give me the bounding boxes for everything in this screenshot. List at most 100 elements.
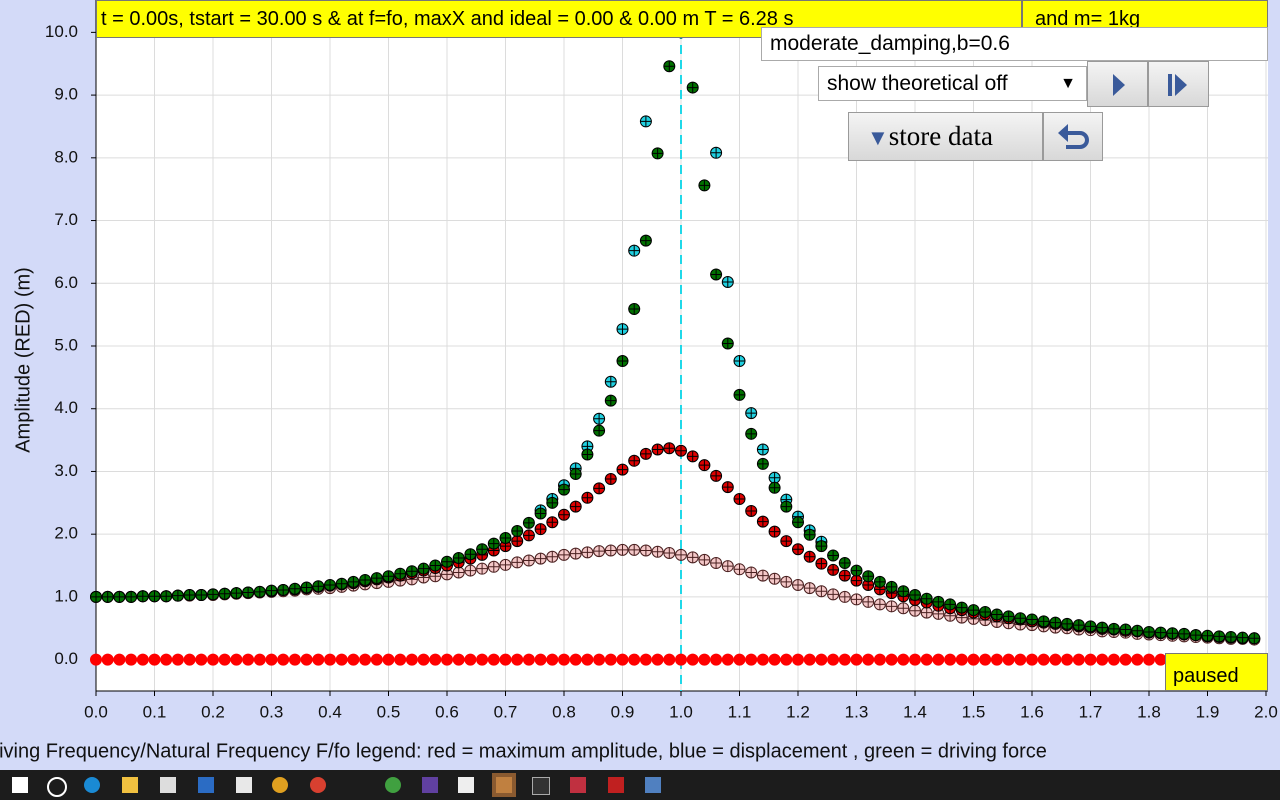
app-icon[interactable] xyxy=(272,777,288,793)
marker xyxy=(417,653,430,666)
data-point xyxy=(733,653,746,666)
data-point xyxy=(604,472,617,485)
marker-cross xyxy=(230,587,242,599)
data-point xyxy=(628,244,641,257)
data-point xyxy=(113,653,126,666)
data-point xyxy=(745,566,758,579)
marker-cross xyxy=(219,588,231,600)
app-icon[interactable] xyxy=(492,773,516,797)
marker-cross xyxy=(804,529,816,541)
marker-cross xyxy=(745,407,757,419)
data-point xyxy=(803,528,816,541)
app-icon[interactable] xyxy=(84,777,100,793)
app-icon[interactable] xyxy=(385,777,401,793)
x-tick-label: 0.3 xyxy=(260,702,284,721)
marker-cross xyxy=(617,464,628,476)
marker-cross xyxy=(570,501,582,513)
marker-cross xyxy=(839,570,851,582)
app-icon[interactable] xyxy=(422,777,438,793)
marker-cross xyxy=(698,554,710,566)
data-point xyxy=(862,595,875,608)
data-point xyxy=(780,500,793,513)
app-icon[interactable] xyxy=(198,777,214,793)
step-button[interactable] xyxy=(1148,61,1209,107)
marker-cross xyxy=(605,544,617,556)
marker-cross xyxy=(698,459,710,471)
start-icon[interactable] xyxy=(12,777,28,793)
marker-cross xyxy=(815,558,827,570)
undo-button[interactable] xyxy=(1043,112,1103,161)
marker-cross xyxy=(476,563,488,575)
app-icon[interactable] xyxy=(236,777,252,793)
app-icon[interactable] xyxy=(532,777,550,795)
data-point xyxy=(546,496,559,509)
marker xyxy=(487,653,500,666)
data-point xyxy=(476,653,489,666)
undo-icon xyxy=(1058,124,1089,149)
marker-cross xyxy=(851,565,862,577)
app-icon[interactable] xyxy=(645,777,661,793)
x-tick-label: 0.6 xyxy=(435,702,459,721)
marker-cross xyxy=(523,529,535,541)
data-point xyxy=(242,586,255,599)
parameter-field[interactable]: moderate_damping,b=0.6 xyxy=(761,27,1268,61)
data-point xyxy=(253,585,266,598)
data-point xyxy=(511,525,524,538)
data-point xyxy=(171,653,184,666)
data-point xyxy=(651,545,664,558)
data-point xyxy=(920,653,933,666)
data-point xyxy=(979,653,992,666)
data-point xyxy=(183,589,196,602)
marker xyxy=(745,653,758,666)
data-point xyxy=(1084,653,1097,666)
app-icon[interactable] xyxy=(458,777,474,793)
marker xyxy=(920,653,933,666)
data-point xyxy=(218,587,231,600)
marker-cross xyxy=(675,549,687,561)
marker xyxy=(897,653,910,666)
data-point xyxy=(1131,624,1144,637)
data-point xyxy=(464,564,477,577)
marker-cross xyxy=(581,546,593,558)
marker-cross xyxy=(453,566,465,578)
data-point xyxy=(277,584,290,597)
marker-cross xyxy=(757,516,769,528)
data-point xyxy=(593,424,606,437)
data-point xyxy=(195,589,208,602)
app-icon[interactable] xyxy=(160,777,176,793)
marker-cross xyxy=(722,276,734,288)
marker xyxy=(160,653,173,666)
taskbar xyxy=(0,770,1280,800)
data-point xyxy=(803,653,816,666)
marker xyxy=(604,653,617,666)
play-button[interactable] xyxy=(1087,61,1148,107)
store-data-button[interactable]: ▼store data xyxy=(848,112,1043,161)
marker-cross xyxy=(827,550,839,562)
app-icon[interactable] xyxy=(122,777,138,793)
data-point xyxy=(639,115,652,128)
data-point xyxy=(1026,653,1038,666)
marker xyxy=(546,653,559,666)
theory-select[interactable]: show theoretical off ▼ xyxy=(818,66,1087,101)
marker xyxy=(324,653,336,666)
data-point xyxy=(288,653,301,666)
marker xyxy=(1049,653,1062,666)
search-icon[interactable] xyxy=(47,777,67,797)
app-icon[interactable] xyxy=(570,777,586,793)
data-point xyxy=(698,553,711,566)
data-point xyxy=(909,653,921,666)
marker-cross xyxy=(266,585,277,597)
x-axis-label: Driving Frequency/Natural Frequency F/fo… xyxy=(0,740,1047,762)
data-point xyxy=(312,653,325,666)
marker-cross xyxy=(1073,619,1085,631)
app-icon[interactable] xyxy=(608,777,624,793)
app-icon[interactable] xyxy=(310,777,326,793)
data-point xyxy=(1178,627,1191,640)
y-tick-label: 2.0 xyxy=(54,524,78,543)
data-point xyxy=(909,589,921,602)
marker xyxy=(721,653,734,666)
marker-cross xyxy=(464,565,476,577)
marker-cross xyxy=(687,450,699,462)
marker-cross xyxy=(535,523,547,535)
marker xyxy=(394,653,407,666)
